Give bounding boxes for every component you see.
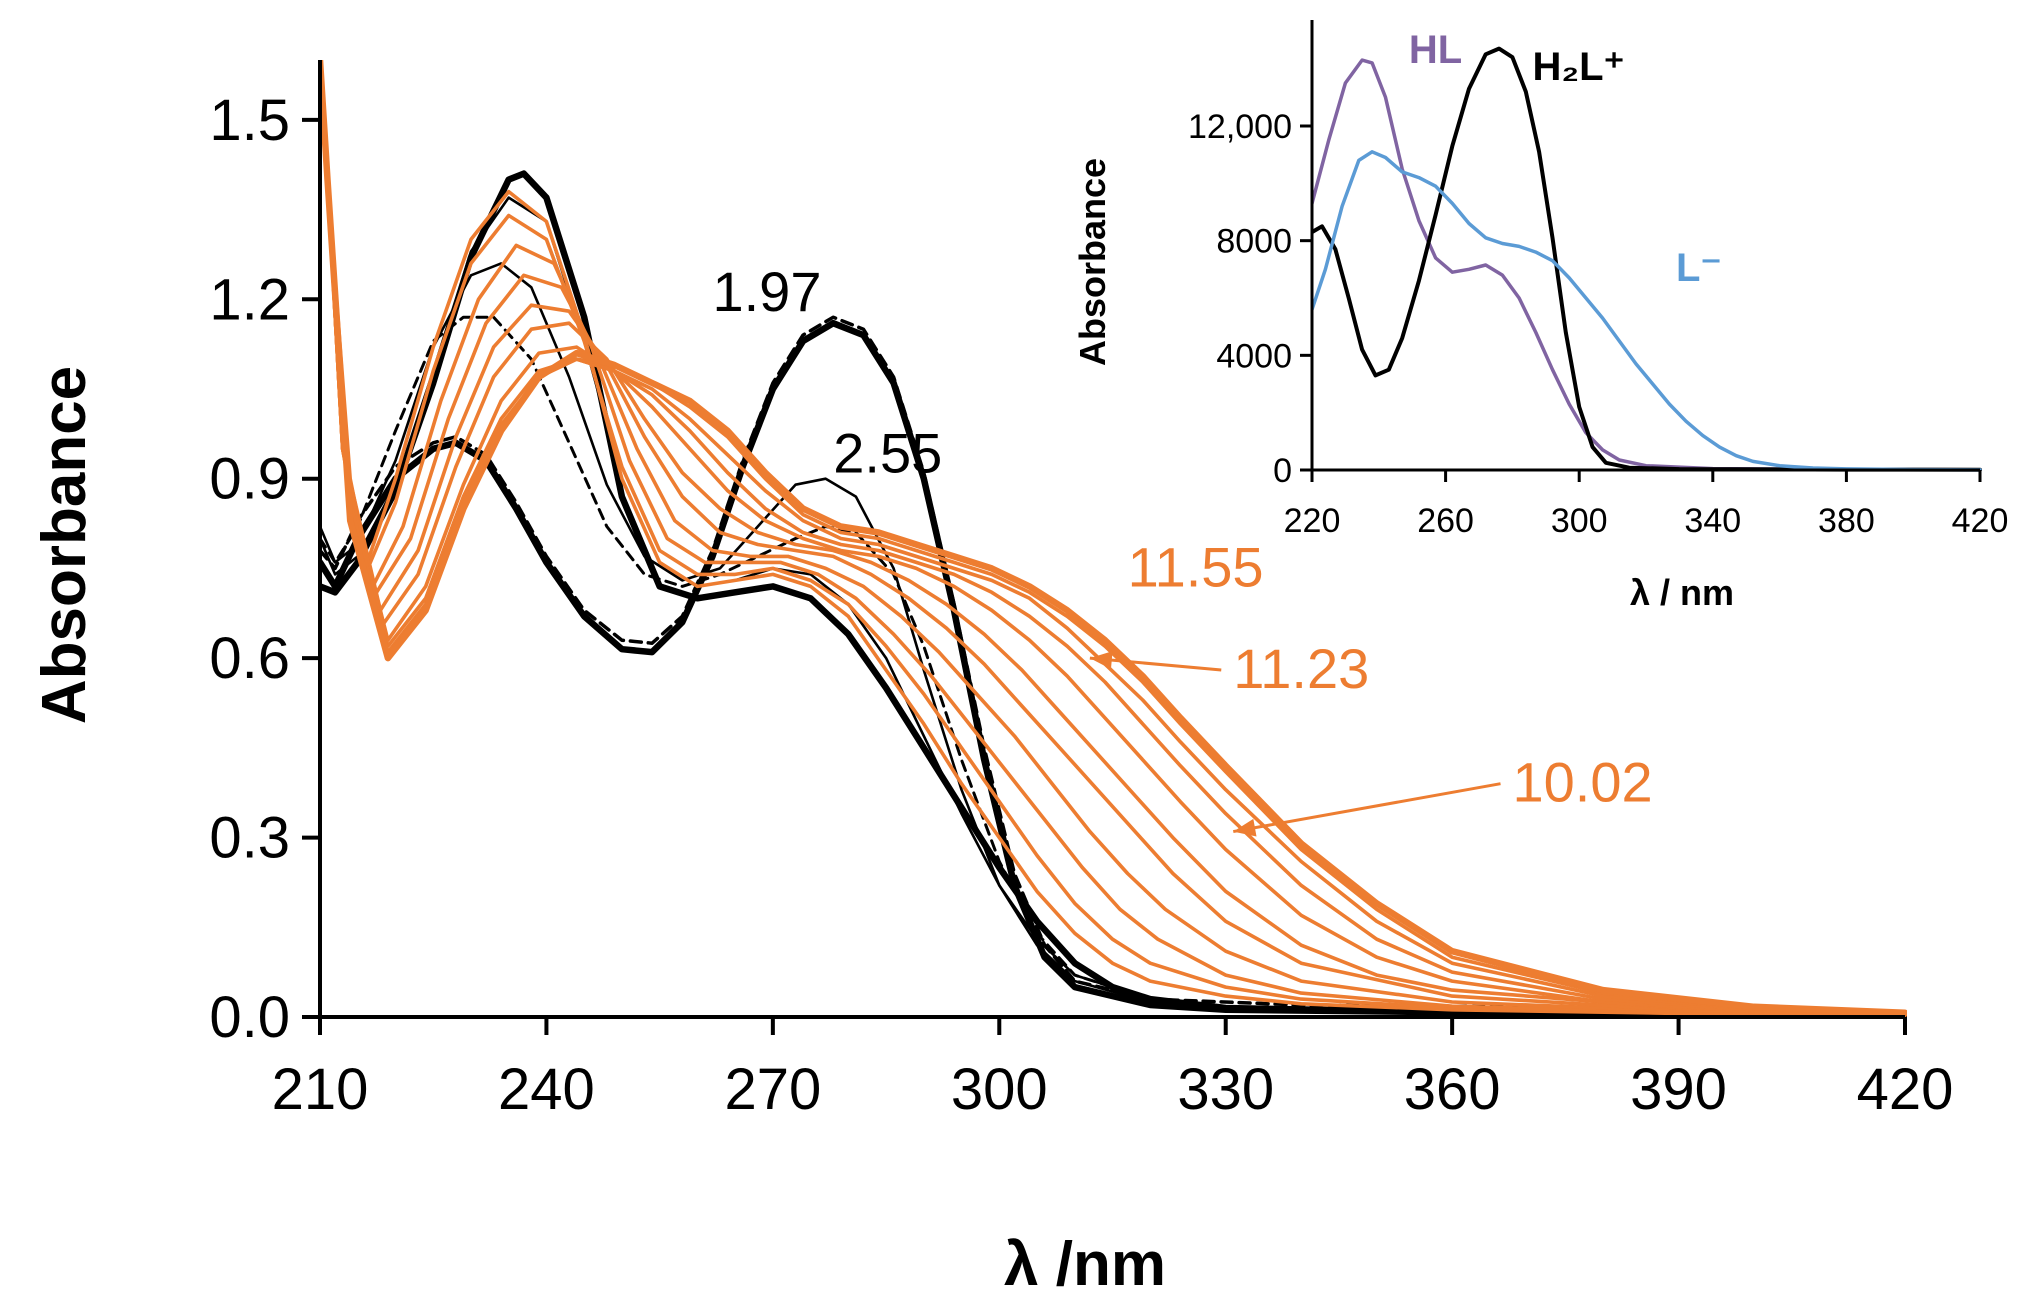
main-y-tick-label: 1.2 [209, 267, 290, 332]
main-annotation-label: 11.55 [1128, 535, 1264, 598]
inset-series-group [1312, 46, 1982, 472]
main-series-line-orange-7-10.02 [320, 60, 1907, 1016]
main-y-tick-group: 0.0 0.3 0.6 0.9 1.2 1.5 [209, 88, 320, 1050]
main-x-tick-label: 300 [951, 1057, 1048, 1122]
inset-y-tick-label: 4000 [1216, 337, 1292, 375]
main-x-axis-title: λ /nm [1004, 1230, 1166, 1299]
inset-x-tick-label: 260 [1417, 502, 1474, 540]
main-y-tick-label: 0.6 [209, 626, 290, 691]
main-plot-area: 1.97 2.55 11.55 11.23 10.02 210 240 270 300 330 3… [30, 60, 1953, 1299]
main-annotation-arrow-head [1089, 651, 1113, 670]
main-x-tick-label: 210 [272, 1057, 369, 1122]
main-series-line-orange-3 [320, 60, 1907, 1017]
inset-series-line-L- [1312, 150, 1982, 472]
main-y-tick-label: 0.9 [209, 447, 290, 512]
main-x-tick-label: 420 [1857, 1057, 1954, 1122]
main-x-tick-label: 240 [498, 1057, 595, 1122]
main-series-line-orange-4 [320, 60, 1907, 1017]
main-y-tick-label: 0.3 [209, 806, 290, 871]
inset-x-tick-label: 420 [1952, 502, 2009, 540]
main-x-tick-label: 360 [1404, 1057, 1501, 1122]
main-series-line-orange-6 [320, 60, 1907, 1016]
inset-y-tick-group: 0 4000 8000 12,000 [1188, 108, 1312, 490]
main-series-line-orange-1 [320, 60, 1907, 1017]
inset-x-tick-label: 300 [1551, 502, 1608, 540]
inset-x-axis-title: λ / nm [1630, 572, 1734, 613]
main-annotation-label: 2.55 [833, 422, 942, 485]
main-series-line-orange-11.55 [320, 60, 1907, 1017]
main-series-line-orange-2 [320, 60, 1907, 1017]
main-series-line-orange-5 [320, 60, 1907, 1017]
inset-x-tick-group: 220 260 300 340 380 420 [1284, 470, 2009, 540]
inset-species-label: H₂L⁺ [1532, 45, 1624, 89]
inset-y-tick-label: 8000 [1216, 223, 1292, 261]
main-x-tick-label: 330 [1177, 1057, 1274, 1122]
main-annotation-group: 1.97 2.55 11.55 11.23 10.02 [712, 260, 1652, 813]
main-x-tick-label: 270 [724, 1057, 821, 1122]
main-annotation-arrow-line [1232, 782, 1501, 834]
main-series-line-orange-8 [320, 60, 1907, 1016]
main-series-line-black-dashed-mid [320, 315, 1907, 1017]
inset-species-label: L⁻ [1676, 246, 1722, 290]
main-annotation-label: 10.02 [1513, 751, 1653, 814]
main-annotation-label: 11.23 [1233, 637, 1369, 700]
inset-species-label: HL [1409, 28, 1462, 72]
main-series-group [320, 60, 1907, 1018]
inset-x-tick-label: 340 [1684, 502, 1741, 540]
main-x-tick-label: 390 [1630, 1057, 1727, 1122]
inset-label-group: HL H₂L⁺ L⁻ [1409, 28, 1722, 290]
main-y-axis-title: Absorbance [30, 366, 99, 724]
inset-x-tick-label: 220 [1284, 502, 1341, 540]
inset-x-tick-label: 380 [1818, 502, 1875, 540]
inset-y-tick-label: 0 [1273, 452, 1292, 490]
main-y-tick-label: 1.5 [209, 88, 290, 153]
main-y-tick-label: 0.0 [209, 985, 290, 1050]
main-series-line-black-thin-2 [320, 262, 1907, 1016]
main-arrow-group [1089, 651, 1501, 837]
inset-y-axis-title: Absorbance [1072, 158, 1113, 366]
inset-plot-area: HL H₂L⁺ L⁻ 220 260 300 340 380 420 0 4000 8000 12,… [1072, 20, 2008, 613]
main-annotation-arrow-head [1233, 818, 1257, 837]
inset-y-tick-label: 12,000 [1188, 108, 1292, 146]
main-x-tick-group: 210 240 270 300 330 360 390 420 [272, 1017, 1954, 1122]
inset-series-line-H2L+ [1312, 46, 1982, 472]
inset-series-line-HL [1312, 58, 1982, 472]
main-annotation-label: 1.97 [712, 260, 821, 323]
